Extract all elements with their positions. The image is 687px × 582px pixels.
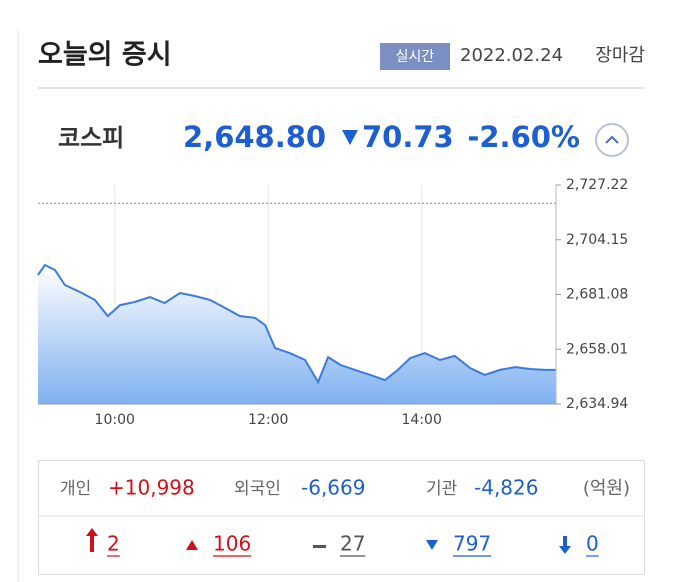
investor-label: 외국인 [234,479,281,499]
index-name: 코스피 [58,124,124,152]
breadth-count: 0 [586,532,599,556]
unit: (억원) [583,478,630,499]
title: 오늘의 증시 [38,40,172,71]
index-change-pct: -2.60% [467,120,580,154]
x-tick-label: 10:00 [95,412,135,428]
investor-value: -6,669 [301,476,365,500]
area [38,265,556,404]
breadth-icon [86,528,98,552]
date: 2022.02.24 [460,45,563,66]
y-tick-label: 2,727.22 [566,177,628,193]
chart: 10:00 12:00 14:00 2,727.22 2,704.15 2,681.08 2… [37,177,628,428]
investors: 개인 +10,998 외국인 -6,669 기관 -4,826 [60,476,538,500]
y-tick-label: 2,634.94 [566,396,628,412]
badge: 실시간 [396,49,435,65]
breadth-icon [313,545,326,548]
breadth-count: 797 [453,532,491,556]
x-tick-label: 14:00 [402,412,442,428]
y-tick-label: 2,704.15 [566,232,628,248]
investor-label: 기관 [426,479,457,499]
y-tick-label: 2,658.01 [566,341,628,357]
badge-bg [380,43,450,70]
collapse-icon [605,135,619,144]
breadth-count: 2 [107,532,120,556]
down-arrow [342,130,358,145]
breadth: 2 106 27 797 0 [86,528,599,557]
status: 장마감 [595,45,645,66]
investor-value: +10,998 [108,476,195,500]
breadth-icon [186,540,198,550]
x-tick-label: 12:00 [248,412,288,428]
investor-value: -4,826 [474,476,538,500]
breadth-icon [559,536,571,554]
collapse-button[interactable] [595,123,629,157]
investor-label: 개인 [60,479,91,499]
line [37,263,556,385]
breadth-count: 27 [340,532,365,556]
breadth-icon [426,540,438,550]
index-value: 2,648.80 [183,120,326,154]
index-change: 70.73 [362,120,454,154]
y-tick-label: 2,681.08 [566,287,628,303]
breadth-count: 106 [213,532,251,556]
